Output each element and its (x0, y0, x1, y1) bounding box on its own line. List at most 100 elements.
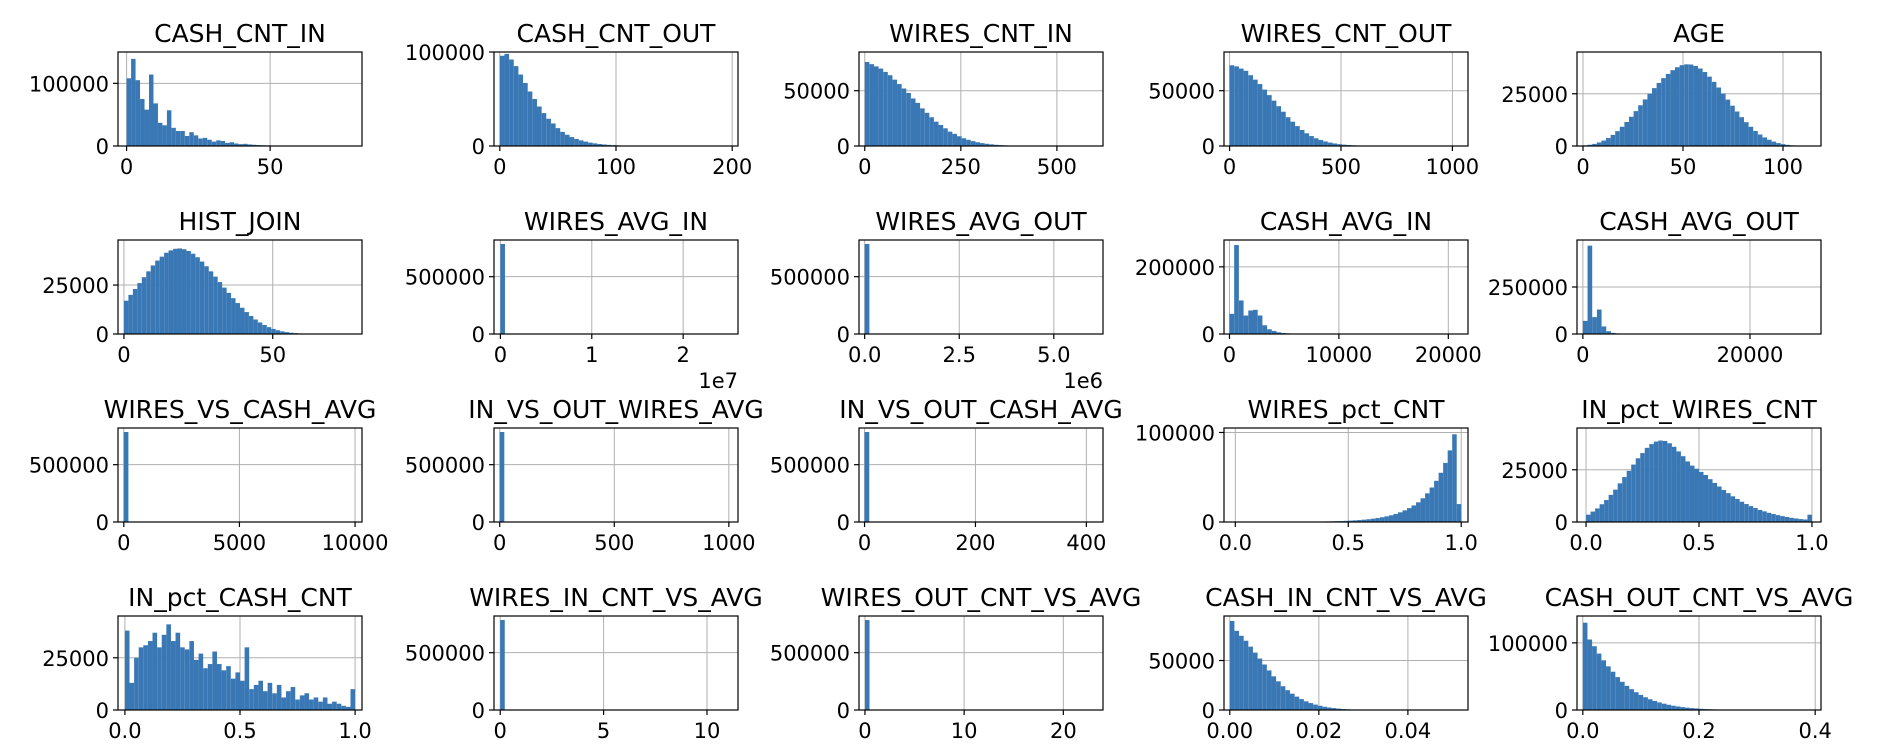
histogram-bar (933, 121, 939, 146)
histogram-bar (1393, 513, 1398, 522)
x-tick-label: 0.0 (1566, 719, 1599, 743)
plot-frame (1223, 427, 1469, 523)
histogram-bar (513, 66, 519, 146)
x-tick-label: 0 (858, 155, 871, 179)
histogram-bar (1649, 444, 1654, 522)
histogram-bar (1608, 494, 1614, 522)
y-tick-label: 200000 (1135, 256, 1215, 280)
histogram-bar (1336, 708, 1341, 710)
x-tick-label: 0.5 (1682, 531, 1715, 555)
histogram-bar (597, 144, 603, 146)
chart-title: WIRES_pct_CNT (1248, 395, 1446, 424)
histogram-bar (1798, 519, 1803, 522)
histogram-bar (276, 684, 282, 710)
histogram-bar (220, 140, 226, 146)
histogram-bar (134, 657, 139, 710)
histogram-bar (1248, 75, 1253, 146)
x-tick-label: 0 (1576, 155, 1589, 179)
chart-title: CASH_CNT_OUT (517, 19, 717, 48)
histogram-bar (1303, 701, 1309, 710)
histogram-bar (1624, 685, 1630, 710)
histogram-bar (281, 697, 287, 710)
histogram-bar (1299, 129, 1305, 146)
chart-title: CASH_OUT_CNT_VS_AVG (1545, 583, 1854, 612)
plot-frame (1223, 51, 1469, 147)
histogram-bar (1388, 515, 1394, 522)
histogram-bar (1784, 516, 1790, 522)
histogram-bar (1653, 441, 1659, 522)
histogram-bar (1666, 704, 1672, 710)
y-tick-label: 500000 (770, 642, 850, 666)
histogram-bar (284, 332, 290, 334)
histogram-bar (970, 141, 976, 146)
histogram-bar (1289, 693, 1295, 710)
histogram-bar (878, 68, 884, 146)
histogram-bar (166, 624, 171, 710)
histogram-bar (1304, 133, 1310, 146)
histogram-bar (1229, 313, 1235, 334)
x-tick-label: 100 (596, 155, 636, 179)
x-tick-label: 0 (117, 531, 130, 555)
histogram-bar (864, 244, 870, 334)
x-tick-label: 0.0 (1569, 531, 1602, 555)
histogram-bar (235, 672, 240, 710)
histogram-bar (238, 144, 244, 146)
histogram-bar (341, 705, 346, 710)
histogram-bar (253, 319, 258, 334)
plot-frame (117, 51, 363, 147)
histogram-bar (207, 139, 212, 146)
histogram-bar (1243, 640, 1249, 710)
histogram-bar (1309, 136, 1314, 146)
chart-title: CASH_CNT_IN (154, 19, 326, 48)
y-tick-label: 0 (96, 511, 109, 535)
histogram-bar (164, 252, 169, 334)
y-tick-label: 50000 (1148, 650, 1215, 674)
x-tick-label: 0 (1223, 343, 1236, 367)
histogram-bar (550, 123, 556, 146)
histogram-bar (1438, 472, 1444, 522)
histogram-bar (1425, 493, 1430, 522)
x-tick-label: 2 (676, 343, 689, 367)
histogram-bar (1780, 516, 1785, 522)
histogram-bar (1295, 126, 1300, 146)
histogram-bar (1702, 72, 1708, 146)
histogram-bar (177, 248, 182, 334)
histogram-bar (532, 99, 537, 146)
histogram-bar (135, 80, 141, 146)
histogram-cash-avg-out: CASH_AVG_OUT 0 20000 0 250000 (1488, 207, 1822, 367)
histogram-bar (1748, 126, 1754, 146)
histogram-bar (1615, 677, 1620, 710)
histogram-bar (1599, 504, 1605, 522)
histogram-bar (1596, 309, 1602, 334)
histogram-bar (1352, 520, 1358, 522)
histogram-bar (186, 250, 191, 334)
histogram-bar (1671, 705, 1676, 710)
histogram-bar (1739, 501, 1745, 522)
plot-frame (117, 239, 363, 335)
histogram-bar (1596, 653, 1602, 710)
x-tick-label: 20000 (1415, 343, 1482, 367)
x-offset-label: 1e6 (1063, 369, 1103, 393)
histogram-bar (1734, 111, 1740, 146)
y-tick-label: 0 (472, 135, 485, 159)
x-tick-label: 0.02 (1295, 719, 1342, 743)
histogram-bar (1416, 502, 1421, 522)
histogram-bar (1762, 137, 1767, 146)
histogram-bar (199, 261, 205, 334)
histogram-bar (1238, 300, 1244, 334)
histogram-bar (1327, 142, 1333, 146)
chart-title: HIST_JOIN (179, 207, 302, 236)
histogram-bar (189, 641, 194, 710)
histogram-bar (892, 79, 898, 146)
x-tick-label: 0.0 (848, 343, 881, 367)
histogram-bar (1271, 100, 1277, 146)
histogram-bar (258, 680, 264, 710)
histogram-bar (592, 143, 598, 146)
x-tick-label: 0 (117, 343, 130, 367)
histogram-bar (1234, 245, 1239, 334)
histogram-bar (240, 307, 245, 334)
histogram-bar (1662, 440, 1668, 522)
x-tick-label: 0.0 (1219, 531, 1252, 555)
histogram-bar (1793, 518, 1799, 522)
histogram-bar (309, 699, 314, 710)
